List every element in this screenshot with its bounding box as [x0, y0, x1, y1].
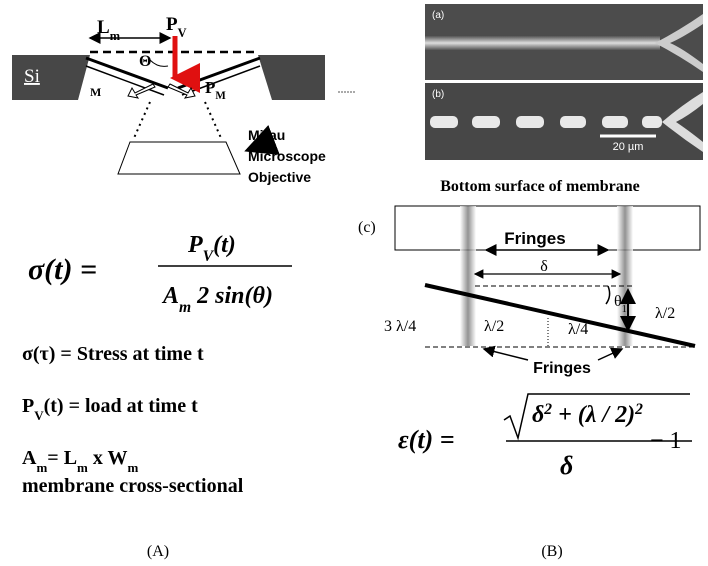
- objective: [118, 142, 240, 174]
- fringes-label: Fringes: [533, 360, 591, 377]
- substrate-right: [258, 55, 325, 100]
- text-segment: (t): [213, 232, 236, 258]
- membrane: [178, 58, 260, 88]
- superscript: 2: [543, 401, 552, 418]
- micrograph-label: (a): [432, 10, 444, 21]
- subscript: m: [179, 299, 191, 316]
- equation-numerator: PV(t): [187, 232, 236, 265]
- channel: [425, 36, 660, 50]
- subscript: V: [178, 26, 187, 40]
- angle-label: Θ: [139, 53, 151, 70]
- fringe-schematic: Bottom surface of membrane (c) Fringes δ…: [358, 178, 700, 377]
- fringes-label: Fringes: [504, 229, 565, 248]
- fringes-arrow: [484, 349, 528, 360]
- subscript: m: [36, 460, 47, 475]
- fringes-arrow: [598, 349, 622, 360]
- strain-equation: ε(t) = δ2 + (λ / 2)2 δ − 1: [398, 394, 692, 480]
- fringe-band: [460, 206, 476, 346]
- definition: σ(τ) = Stress at time t: [22, 343, 204, 365]
- equation-denominator: Am 2 sin(θ): [161, 283, 273, 316]
- text-segment: θ: [614, 293, 622, 310]
- span-label: Lm: [97, 17, 121, 43]
- subscript: 1: [622, 304, 627, 315]
- angle-arc: [150, 60, 168, 66]
- text-segment: membrane cross-sectional: [22, 475, 244, 497]
- text-segment: + (λ / 2): [552, 402, 635, 428]
- caption: (A): [147, 543, 169, 560]
- subscript: m: [110, 29, 121, 43]
- text-segment: δ: [532, 402, 544, 428]
- equation-lhs: ε(t) =: [398, 425, 455, 454]
- text-segment: P: [22, 395, 34, 417]
- micrographs: (a) (b) 20 µm: [425, 4, 703, 160]
- text-segment: P: [166, 14, 178, 35]
- edge-label: M: [90, 85, 101, 99]
- caption: (B): [541, 543, 562, 560]
- definition: PV(t) = load at time t: [22, 395, 198, 423]
- micrograph-label: (b): [432, 89, 444, 100]
- objective-label: Mirau: [248, 127, 285, 143]
- equation-denominator: δ: [560, 451, 573, 480]
- text-segment: x W: [88, 447, 128, 469]
- objective-label: Objective: [248, 169, 311, 185]
- text-segment: A: [161, 283, 179, 309]
- height-label: λ/2: [655, 305, 675, 322]
- text-segment: 2 sin(θ): [191, 283, 273, 309]
- offset-label: λ/2: [484, 318, 504, 335]
- equation-numerator: δ2 + (λ / 2)2: [532, 401, 643, 429]
- text-segment: P: [205, 78, 215, 97]
- equation-lhs: σ(t) =: [28, 253, 97, 286]
- superscript: 2: [634, 401, 643, 418]
- stress-equation: σ(t) = PV(t) Am 2 sin(θ): [28, 232, 292, 316]
- angle-arc: [606, 286, 610, 304]
- text-segment: P: [187, 232, 203, 258]
- text-segment: σ(τ) = Stress at time t: [22, 343, 204, 365]
- definition: membrane cross-sectional: [22, 475, 244, 497]
- text-segment: A: [22, 447, 37, 469]
- subscript: m: [77, 460, 88, 475]
- equation-tail: − 1: [650, 428, 682, 454]
- substrate-label: Si: [24, 66, 40, 87]
- membrane: [86, 58, 168, 88]
- schematic-title: Bottom surface of membrane: [440, 178, 640, 195]
- subscript: M: [215, 90, 226, 102]
- fringe-band: [617, 206, 633, 346]
- panel-a-diagram: Lm PV Θ Si M PM Mirau Microscope Objecti…: [12, 14, 356, 185]
- subscript: m: [128, 460, 139, 475]
- definition: Am= Lm x Wm: [22, 447, 139, 475]
- text-segment: = L: [47, 447, 77, 469]
- objective-label: Microscope: [248, 148, 326, 164]
- schematic-label: (c): [358, 219, 376, 236]
- beam-path: [205, 102, 221, 138]
- text-segment: L: [97, 17, 110, 38]
- offset-label: 3 λ/4: [384, 318, 416, 335]
- text-segment: (t) = load at time t: [44, 395, 198, 417]
- membrane-load-label: PM: [205, 78, 226, 102]
- offset-label: λ/4: [568, 321, 588, 338]
- figure: Lm PV Θ Si M PM Mirau Microscope Objecti…: [0, 0, 708, 566]
- scale-bar-label: 20 µm: [613, 141, 644, 153]
- spacing-label: δ: [540, 258, 548, 275]
- beam-path: [134, 102, 150, 138]
